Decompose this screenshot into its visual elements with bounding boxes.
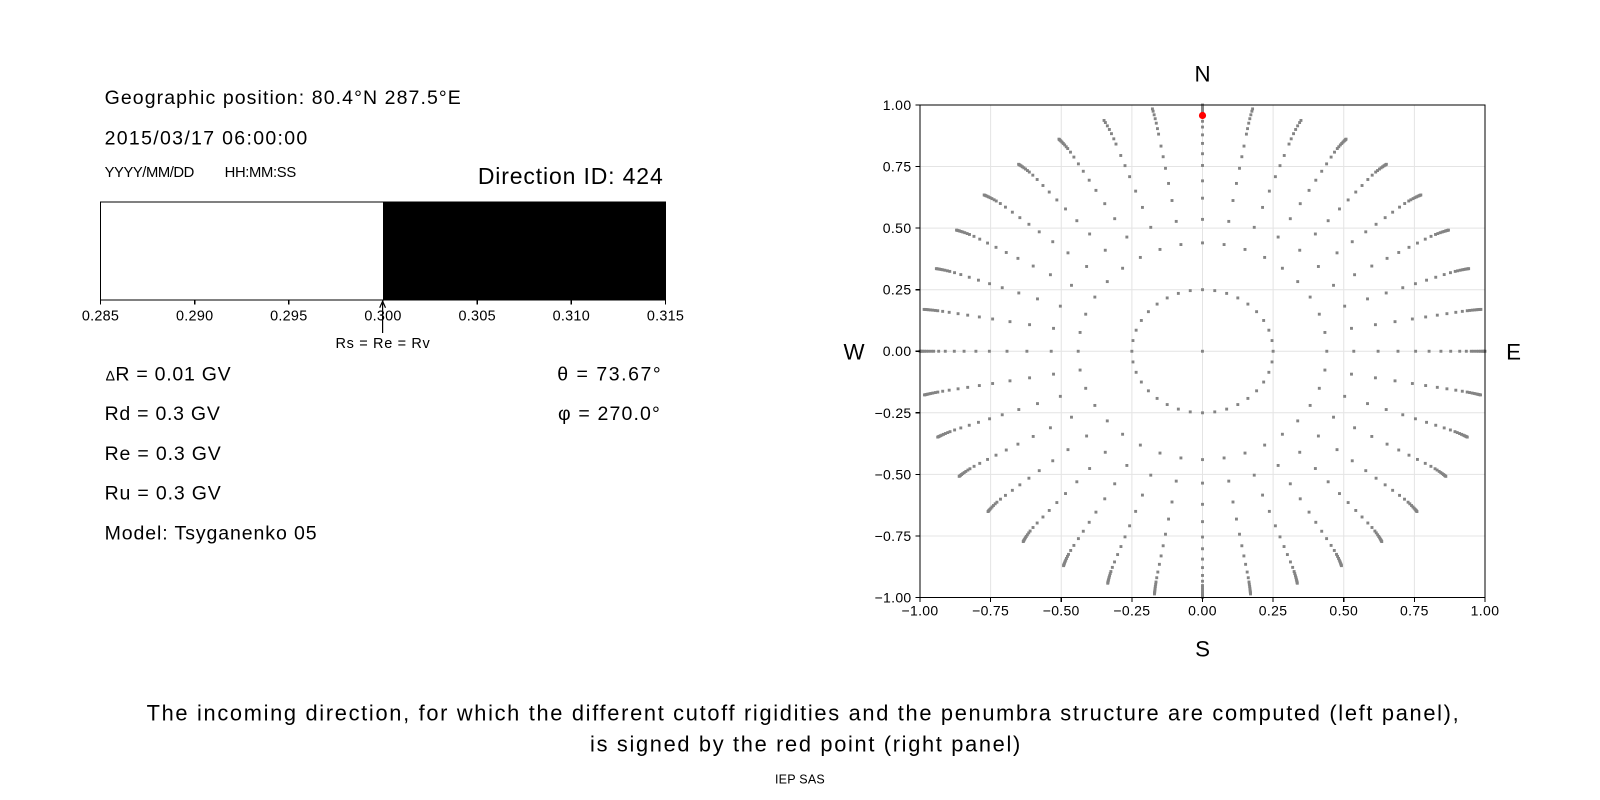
svg-text:∆R = 0.01 GV: ∆R = 0.01 GV [106, 363, 231, 385]
svg-text:Re = 0.3 GV: Re = 0.3 GV [105, 443, 222, 465]
svg-text:−0.75: −0.75 [972, 603, 1009, 619]
svg-text:Direction ID: 424: Direction ID: 424 [478, 163, 664, 189]
svg-text:0.315: 0.315 [647, 308, 684, 324]
svg-text:−0.75: −0.75 [875, 528, 912, 544]
svg-text:−0.25: −0.25 [1113, 603, 1150, 619]
svg-text:−0.25: −0.25 [875, 405, 912, 421]
svg-text:S: S [1195, 637, 1210, 662]
svg-text:0.305: 0.305 [459, 308, 496, 324]
svg-text:−1.00: −1.00 [875, 590, 912, 606]
svg-text:−0.50: −0.50 [875, 466, 912, 482]
svg-text:Rs = Re = Rv: Rs = Re = Rv [336, 336, 431, 352]
svg-text:0.75: 0.75 [1400, 603, 1429, 619]
svg-text:N: N [1194, 61, 1210, 86]
svg-text:W: W [843, 339, 864, 364]
svg-text:θ = 73.67°: θ = 73.67° [557, 363, 662, 385]
svg-text:0.75: 0.75 [883, 159, 912, 175]
svg-text:0.00: 0.00 [883, 343, 912, 359]
svg-text:Geographic position: 80.4°N 28: Geographic position: 80.4°N 287.5°E [105, 87, 462, 109]
svg-text:IEP SAS: IEP SAS [775, 773, 825, 787]
svg-text:−1.00: −1.00 [902, 603, 939, 619]
svg-text:1.00: 1.00 [1471, 603, 1500, 619]
svg-text:0.00: 0.00 [1188, 603, 1217, 619]
svg-text:0.295: 0.295 [270, 308, 307, 324]
svg-text:0.25: 0.25 [883, 282, 912, 298]
svg-text:HH:MM:SS: HH:MM:SS [225, 165, 297, 181]
svg-text:E: E [1506, 339, 1521, 364]
svg-text:0.50: 0.50 [1329, 603, 1358, 619]
svg-text:YYYY/MM/DD: YYYY/MM/DD [105, 165, 194, 181]
svg-text:0.285: 0.285 [82, 308, 119, 324]
svg-text:0.290: 0.290 [176, 308, 213, 324]
svg-text:The incoming direction, for wh: The incoming direction, for which the di… [147, 700, 1461, 725]
svg-text:1.00: 1.00 [883, 97, 912, 113]
svg-text:Ru = 0.3 GV: Ru = 0.3 GV [105, 483, 222, 505]
svg-text:0.25: 0.25 [1259, 603, 1288, 619]
svg-text:Model: Tsyganenko 05: Model: Tsyganenko 05 [105, 522, 318, 544]
svg-text:2015/03/17 06:00:00: 2015/03/17 06:00:00 [105, 127, 309, 149]
svg-text:φ = 270.0°: φ = 270.0° [558, 403, 661, 425]
svg-text:0.50: 0.50 [883, 220, 912, 236]
svg-text:−0.50: −0.50 [1043, 603, 1080, 619]
svg-text:is signed by the red point (ri: is signed by the red point (right panel) [590, 732, 1022, 757]
svg-text:Rd = 0.3 GV: Rd = 0.3 GV [105, 403, 221, 425]
svg-text:0.310: 0.310 [553, 308, 590, 324]
